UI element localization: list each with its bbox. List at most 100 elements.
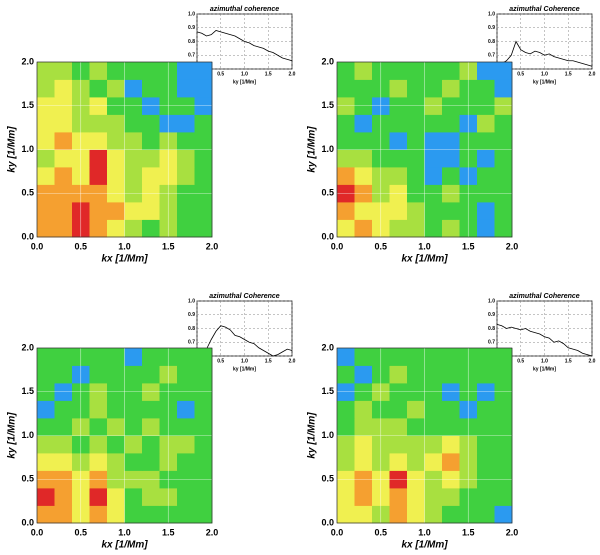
x-tick-label: 2.0 bbox=[206, 527, 219, 537]
heat-cell bbox=[37, 505, 55, 524]
heat-cell bbox=[389, 62, 408, 80]
heat-cell bbox=[337, 365, 355, 384]
x-tick-label: 0.5 bbox=[374, 241, 387, 251]
heat-cell bbox=[37, 79, 55, 98]
heat-cell bbox=[89, 348, 108, 366]
x-tick-label: 1.0 bbox=[118, 527, 131, 537]
heat-cell bbox=[424, 132, 443, 150]
heat-cell bbox=[124, 400, 143, 419]
coherence-line bbox=[196, 30, 293, 62]
heat-cell bbox=[177, 219, 195, 238]
heat-cell bbox=[389, 365, 408, 384]
inset-x-tick-label: 0.5 bbox=[517, 71, 524, 77]
heat-cell bbox=[194, 132, 213, 150]
heat-cell bbox=[54, 202, 73, 220]
heat-cell bbox=[494, 365, 513, 384]
heat-cell bbox=[337, 505, 355, 524]
x-tick-label: 2.0 bbox=[506, 241, 519, 251]
y-tick-label: 0.0 bbox=[21, 231, 34, 241]
heat-cell bbox=[494, 219, 513, 238]
heat-cell bbox=[407, 202, 425, 220]
heat-cell bbox=[194, 348, 213, 366]
heat-cell bbox=[194, 418, 213, 436]
inset-x-tick-label: 0.5 bbox=[517, 358, 524, 364]
heat-cell bbox=[442, 167, 460, 185]
heat-cell bbox=[177, 400, 195, 419]
heat-cell bbox=[354, 505, 373, 524]
heat-cell bbox=[354, 62, 373, 80]
heat-cell bbox=[142, 435, 160, 454]
inset-x-label: ky [1/Mm] bbox=[233, 366, 256, 372]
heat-cell bbox=[37, 62, 55, 80]
inset-y-tick-label: 0.9 bbox=[188, 312, 195, 318]
inset-x-tick-label: 1.0 bbox=[541, 71, 548, 77]
heat-cell bbox=[494, 62, 513, 80]
heat-cell bbox=[107, 488, 125, 506]
y-axis-label: ky [1/Mm] bbox=[307, 126, 318, 173]
heat-cell bbox=[442, 149, 460, 168]
heat-cell bbox=[389, 219, 408, 238]
heat-cell bbox=[177, 167, 195, 185]
heat-cell bbox=[354, 348, 373, 366]
heat-cell bbox=[142, 219, 160, 238]
heat-cell bbox=[124, 365, 143, 384]
heat-cell bbox=[442, 435, 460, 454]
heat-cell bbox=[407, 453, 425, 471]
heat-cell bbox=[142, 132, 160, 150]
inset-title: azimuthal coherence bbox=[210, 6, 279, 13]
heat-cell bbox=[89, 418, 108, 436]
inset-y-tick-label: 0.7 bbox=[188, 53, 195, 59]
y-tick-label: 1.0 bbox=[321, 144, 334, 154]
y-tick-label: 2.0 bbox=[321, 56, 334, 66]
y-tick-label: 0.0 bbox=[321, 231, 334, 241]
heat-cell bbox=[89, 488, 108, 506]
heat-cell bbox=[407, 488, 425, 506]
inset-y-tick-label: 1.0 bbox=[488, 11, 495, 17]
heat-cell bbox=[54, 62, 73, 80]
heat-cell bbox=[494, 202, 513, 220]
heat-cell bbox=[142, 400, 160, 419]
heat-cell bbox=[337, 79, 355, 98]
heat-cell bbox=[337, 114, 355, 133]
heat-cell bbox=[494, 348, 513, 366]
heat-cell bbox=[194, 149, 213, 168]
x-tick-label: 1.5 bbox=[462, 241, 475, 251]
plot-frame bbox=[336, 61, 513, 238]
heat-cell bbox=[194, 79, 213, 98]
coherence-line bbox=[196, 325, 293, 357]
heat-cell bbox=[142, 149, 160, 168]
y-tick-label: 0.0 bbox=[21, 517, 34, 527]
heat-cell bbox=[477, 132, 495, 150]
heat-cell bbox=[194, 505, 213, 524]
heat-cell bbox=[407, 62, 425, 80]
heat-cell bbox=[337, 167, 355, 185]
y-tick-label: 0.5 bbox=[21, 188, 34, 198]
heat-cell bbox=[389, 149, 408, 168]
heat-cell bbox=[54, 79, 73, 98]
heat-cell bbox=[177, 348, 195, 366]
heat-cell bbox=[424, 418, 443, 436]
x-axis-label: kx [1/Mm] bbox=[401, 540, 448, 551]
inset-x-tick-label: 2.0 bbox=[589, 358, 596, 364]
heat-cell bbox=[142, 114, 160, 133]
heat-cell bbox=[477, 348, 495, 366]
heat-cell bbox=[424, 62, 443, 80]
heat-cell bbox=[477, 219, 495, 238]
heat-cell bbox=[442, 114, 460, 133]
heat-cell bbox=[107, 348, 125, 366]
heat-cell bbox=[477, 435, 495, 454]
heat-cell bbox=[407, 365, 425, 384]
heat-cell bbox=[442, 132, 460, 150]
heat-cell bbox=[354, 219, 373, 238]
heat-cell bbox=[54, 114, 73, 133]
heat-cell bbox=[54, 348, 73, 366]
x-tick-label: 1.5 bbox=[462, 527, 475, 537]
x-tick-label: 0.5 bbox=[374, 527, 387, 537]
heat-cell bbox=[89, 167, 108, 185]
heat-cell bbox=[54, 505, 73, 524]
heat-cell bbox=[389, 400, 408, 419]
heat-cell bbox=[337, 219, 355, 238]
heat-cell bbox=[124, 114, 143, 133]
heat-cell bbox=[337, 132, 355, 150]
heat-cell bbox=[407, 219, 425, 238]
